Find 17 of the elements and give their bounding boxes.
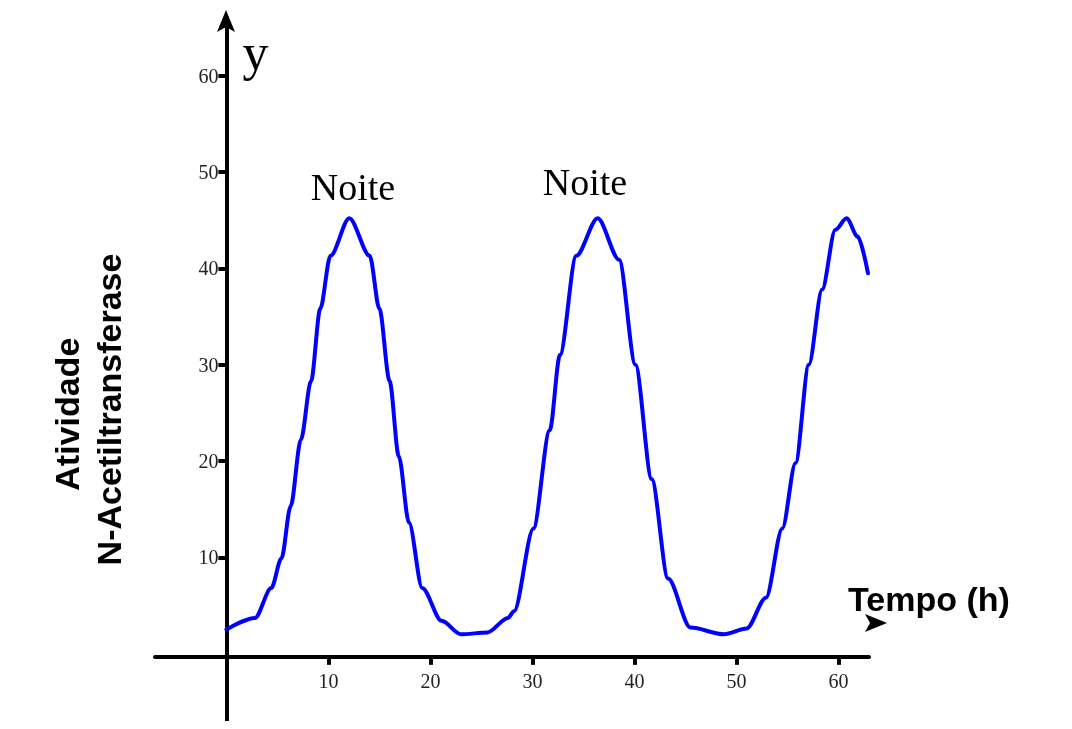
annotation: Noite xyxy=(542,161,628,203)
y-tick-label: 20 xyxy=(198,449,219,472)
y-tick-label: 50 xyxy=(198,161,219,184)
x-tick-label: 40 xyxy=(624,669,645,692)
y-axis-title: Atividade N-Acetiltransferase xyxy=(48,253,128,566)
x-axis-title: Tempo (h) xyxy=(848,579,1010,618)
y-tick-label: 60 xyxy=(198,64,219,87)
y-tick-label: 30 xyxy=(198,353,219,376)
y-tick-label: 40 xyxy=(198,257,219,280)
x-tick-label: 50 xyxy=(726,669,747,692)
x-tick-label: 10 xyxy=(318,669,339,692)
y-tick-label: 10 xyxy=(198,546,219,569)
x-tick-label: 60 xyxy=(828,669,849,692)
x-tick-label: 30 xyxy=(522,669,543,692)
annotation: Noite xyxy=(310,166,396,208)
x-tick-label: 20 xyxy=(420,669,441,692)
annotation: y xyxy=(242,23,269,81)
